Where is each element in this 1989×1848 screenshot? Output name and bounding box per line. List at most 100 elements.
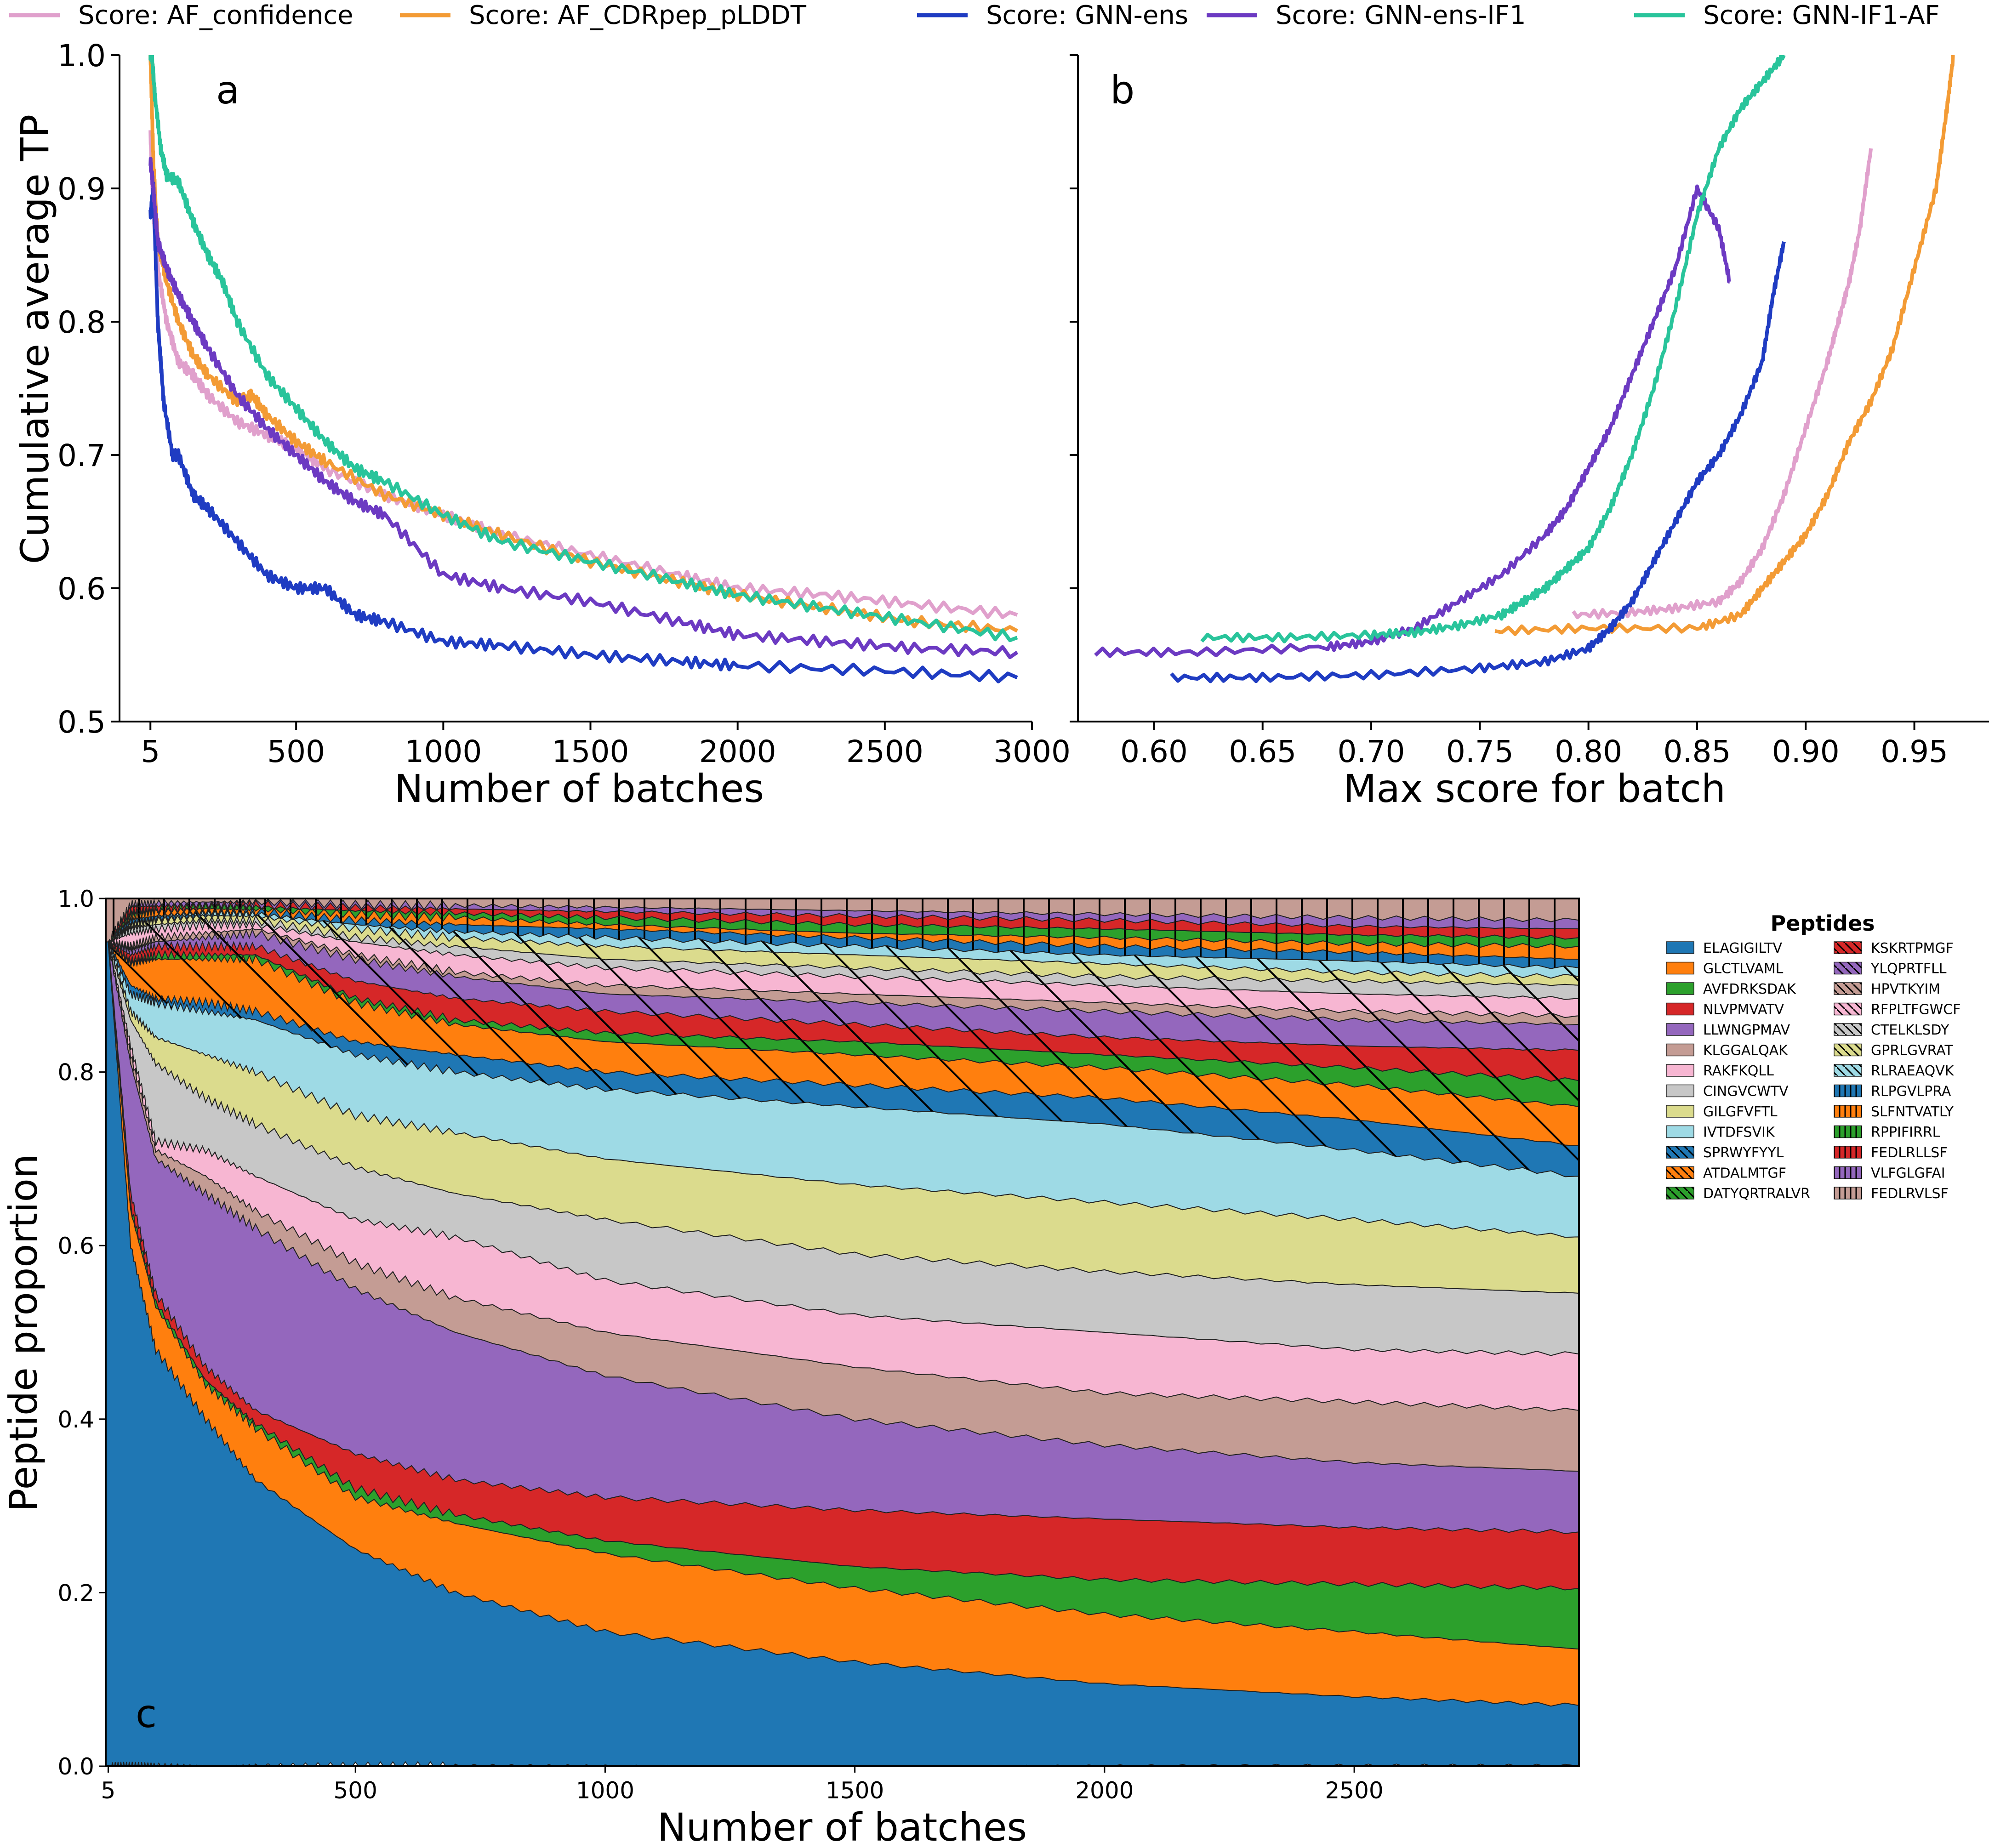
peptide-legend-entry-llwngpmav: LLWNGPMAV — [1666, 1022, 1790, 1038]
peptide-swatch — [1666, 1043, 1694, 1057]
legend-label: Score: GNN-IF1-AF — [1703, 0, 1940, 30]
area-hatch — [106, 920, 1579, 1018]
peptide-legend-entry-klggalqak: KLGGALQAK — [1666, 1043, 1788, 1059]
x-tick-label: 0.60 — [1120, 734, 1188, 769]
peptide-label: RPPIFIRRL — [1871, 1125, 1940, 1141]
legend-entry-af-confidence: Score: AF_confidence — [9, 0, 353, 30]
peptide-swatch-hatch — [1834, 1064, 1862, 1076]
x-tick-label: 2500 — [1325, 1777, 1383, 1804]
peptide-swatch-hatch — [1834, 1126, 1862, 1138]
x-tick-label: 2500 — [846, 734, 923, 769]
series-line-af-confidence — [148, 130, 1018, 620]
peptide-legend-entry-slfntvatly: SLFNTVATLY — [1834, 1104, 1954, 1120]
peptide-swatch-hatch — [1834, 1085, 1862, 1097]
y-tick-label: 1.0 — [57, 38, 106, 74]
peptide-swatch-hatch — [1834, 1166, 1862, 1179]
peptide-label: RFPLTFGWCF — [1871, 1002, 1961, 1018]
legend-entry-gnn-if1-af: Score: GNN-IF1-AF — [1634, 0, 1940, 30]
peptide-swatch-hatch — [1666, 1187, 1694, 1199]
x-tick-label: 1500 — [826, 1777, 884, 1804]
panel-c-x-axis-title: Number of batches — [657, 1805, 1027, 1848]
x-tick-label: 0.70 — [1338, 734, 1405, 769]
area-hatch — [106, 898, 1579, 942]
y-tick-label: 0.2 — [57, 1580, 94, 1606]
peptide-swatch-hatch — [1834, 1044, 1862, 1056]
series-line-gnn-ens — [1170, 241, 1786, 683]
peptide-swatch — [1666, 1084, 1694, 1097]
series-line-gnn-ens — [148, 181, 1018, 683]
peptide-swatch-hatch — [1834, 1187, 1862, 1199]
area-hatch — [106, 903, 1579, 948]
peptide-label: GLCTLVAML — [1703, 961, 1784, 977]
area-hatch — [106, 907, 1579, 969]
x-tick-label: 0.75 — [1446, 734, 1514, 769]
panel-b-series-lines — [1094, 55, 1955, 683]
x-tick-label: 5 — [101, 1777, 116, 1804]
area-hatch — [106, 941, 1579, 1107]
peptide-legend-entry-kskrtpmgf: KSKRTPMGF — [1834, 940, 1954, 956]
peptide-legend-entry-rfpltfgwcf: RFPLTFGWCF — [1834, 1002, 1961, 1018]
x-tick-label: 1000 — [576, 1777, 634, 1804]
area-hatch — [106, 929, 1579, 1051]
y-tick-label: 0.5 — [57, 705, 106, 740]
panel-c-x-ticks: 5 500 1000 1500 2000 2500 — [101, 1766, 1384, 1804]
peptide-label: LLWNGPMAV — [1703, 1022, 1790, 1038]
peptide-label: SPRWYFYYL — [1703, 1145, 1784, 1161]
peptide-legend-entry-datyqrtralvr: DATYQRTRALVR — [1666, 1186, 1810, 1202]
peptide-label: FEDLRVLSF — [1871, 1186, 1949, 1202]
peptide-legend-entry-elagigiltv: ELAGIGILTV — [1666, 940, 1782, 956]
panel-c-stacked-areas — [106, 898, 1579, 1766]
peptide-label: YLQPRTFLL — [1870, 961, 1947, 977]
peptide-swatch — [1666, 1105, 1694, 1118]
peptide-swatch — [1666, 1002, 1694, 1016]
panel-c-chart: 5 500 1000 1500 2000 2500 0.00.20.40.60.81.0 … — [1, 886, 1580, 1848]
peptide-legend-entry-gprlgvrat: GPRLGVRAT — [1834, 1043, 1953, 1059]
series-line-gnn-ens-if1 — [148, 157, 1019, 660]
area-hatch — [106, 910, 1579, 978]
peptide-legend-entry-nlvpmvatv: NLVPMVATV — [1666, 1002, 1784, 1018]
y-tick-label: 0.8 — [57, 1059, 94, 1086]
y-tick-label: 0.6 — [57, 571, 106, 607]
peptide-swatch-hatch — [1834, 1003, 1862, 1015]
series-line-gnn-if1-af — [1200, 55, 1786, 643]
peptide-legend-entry-atdalmtgf: ATDALMTGF — [1666, 1166, 1786, 1182]
peptide-swatch-hatch — [1834, 962, 1862, 974]
peptide-label: SLFNTVATLY — [1871, 1104, 1954, 1120]
peptide-legend-entry-rlraeaqvk: RLRAEAQVK — [1834, 1063, 1955, 1079]
x-tick-label: 0.95 — [1881, 734, 1948, 769]
y-tick-label: 0.7 — [57, 438, 106, 473]
series-line-gnn-ens-if1 — [1094, 184, 1731, 658]
peptide-swatch-hatch — [1834, 942, 1862, 954]
peptide-label: RLPGVLPRA — [1871, 1084, 1951, 1100]
area-hatch — [106, 928, 1579, 1025]
peptide-swatch — [1666, 1125, 1694, 1138]
peptide-swatch — [1666, 961, 1694, 975]
peptide-legend-entry-cingvcwtv: CINGVCWTV — [1666, 1084, 1789, 1100]
panel-a-series-lines — [148, 55, 1019, 683]
peptide-swatch-hatch — [1834, 1146, 1862, 1158]
x-tick-label: 500 — [267, 734, 325, 769]
peptide-label: KSKRTPMGF — [1871, 940, 1954, 956]
peptide-label: GILGFVFTL — [1703, 1104, 1778, 1120]
panel-a-axes — [119, 55, 1032, 722]
peptide-label: HPVTKYIM — [1871, 981, 1940, 997]
legend-label: Score: GNN-ens — [986, 0, 1188, 30]
panel-c-letter: c — [136, 1691, 157, 1736]
area-hatch — [106, 914, 1579, 986]
peptide-label: KLGGALQAK — [1703, 1043, 1788, 1059]
y-tick-label: 0.8 — [57, 305, 106, 340]
legend-entry-gnn-ens-if1: Score: GNN-ens-IF1 — [1207, 0, 1526, 30]
peptide-label: FEDLRLLSF — [1871, 1145, 1948, 1161]
x-tick-label: 500 — [334, 1777, 377, 1804]
peptide-swatch-hatch — [1666, 1146, 1694, 1158]
x-tick-label: 0.65 — [1229, 734, 1296, 769]
x-tick-label: 0.80 — [1555, 734, 1622, 769]
panel-c-axes — [105, 898, 1580, 1767]
peptide-swatch — [1666, 941, 1694, 954]
panel-c-y-ticks: 0.0 0.2 0.4 0.6 0.8 1.0 — [57, 886, 106, 1780]
series-line-gnn-if1-af — [148, 55, 1018, 643]
peptide-legend-entry-avfdrksdak: AVFDRKSDAK — [1666, 981, 1796, 997]
peptide-legend-entry-rlpgvlpra: RLPGVLPRA — [1834, 1084, 1951, 1100]
panel-b-chart: 0.60 0.65 0.70 0.75 0.80 0.85 0.90 0.95 b Max s… — [1070, 54, 1989, 811]
